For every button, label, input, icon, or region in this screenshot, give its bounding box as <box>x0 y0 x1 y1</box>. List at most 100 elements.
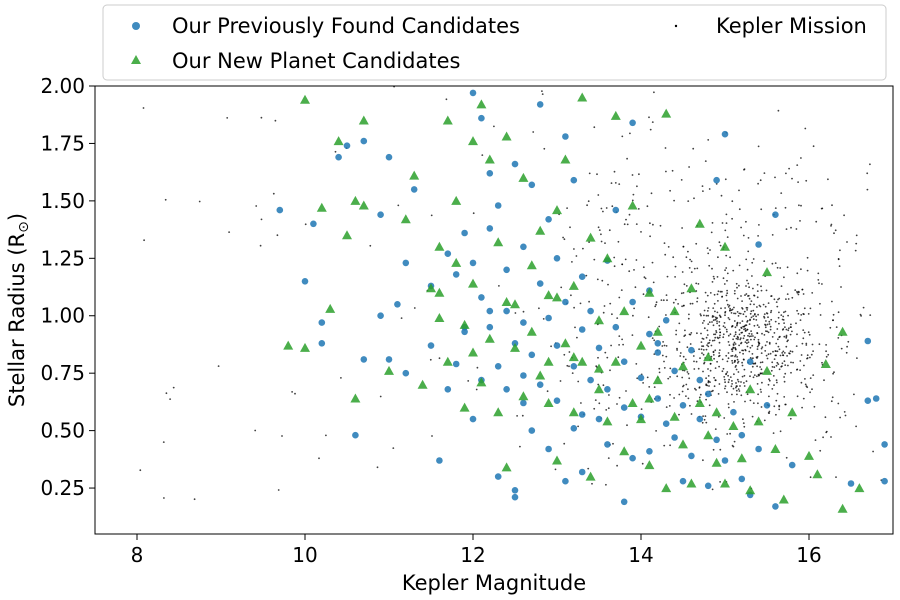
kepler-point <box>756 324 759 327</box>
kepler-point <box>718 241 721 244</box>
kepler-point <box>672 301 675 304</box>
new-candidate-point <box>518 172 529 182</box>
kepler-point <box>685 285 688 287</box>
kepler-point <box>742 325 744 328</box>
kepler-point <box>746 328 749 331</box>
kepler-point <box>743 425 746 428</box>
kepler-point <box>716 276 719 278</box>
kepler-point <box>702 190 704 193</box>
kepler-point <box>796 395 799 398</box>
kepler-point <box>667 377 670 380</box>
kepler-point <box>688 267 691 269</box>
kepler-point <box>653 91 655 94</box>
kepler-point <box>742 337 745 340</box>
kepler-point <box>776 328 779 330</box>
kepler-point <box>598 229 601 232</box>
kepler-point <box>663 344 666 347</box>
kepler-point <box>736 286 738 289</box>
kepler-point <box>839 249 841 252</box>
kepler-point <box>675 329 678 332</box>
kepler-point <box>757 402 759 405</box>
kepler-point <box>771 361 774 364</box>
kepler-point <box>733 361 736 363</box>
kepler-point <box>622 343 624 346</box>
kepler-point <box>726 236 729 239</box>
kepler-point <box>734 312 737 315</box>
kepler-point <box>806 357 808 360</box>
new-candidate-point <box>543 356 554 366</box>
kepler-point <box>810 353 813 356</box>
kepler-point <box>736 358 739 361</box>
kepler-point <box>756 332 758 334</box>
kepler-point <box>778 408 781 411</box>
kepler-point <box>613 256 616 259</box>
kepler-point <box>725 372 728 375</box>
new-candidate-point <box>417 379 428 389</box>
kepler-point <box>790 323 792 326</box>
kepler-point <box>712 307 715 309</box>
previous-candidate-point <box>679 477 687 485</box>
kepler-point <box>821 283 823 285</box>
kepler-point <box>732 338 734 341</box>
kepler-point <box>640 408 643 410</box>
previous-candidate-point <box>452 271 460 278</box>
kepler-point <box>773 366 776 369</box>
kepler-point <box>713 293 716 296</box>
kepler-point <box>753 294 755 297</box>
kepler-point <box>768 410 771 413</box>
kepler-point <box>498 285 500 287</box>
kepler-point <box>753 303 755 306</box>
kepler-point <box>785 328 788 331</box>
new-candidate-point <box>468 136 478 146</box>
kepler-point <box>800 314 803 316</box>
kepler-point <box>587 200 590 203</box>
kepler-point <box>649 222 651 225</box>
kepler-point <box>574 326 576 329</box>
kepler-point <box>699 393 702 396</box>
kepler-point <box>162 441 165 443</box>
previous-candidate-point <box>671 434 678 441</box>
kepler-point <box>775 301 778 303</box>
kepler-point <box>737 338 739 341</box>
kepler-point <box>217 365 220 367</box>
kepler-point <box>597 226 600 229</box>
kepler-point <box>811 388 813 391</box>
kepler-point <box>785 337 788 339</box>
kepler-point <box>705 377 707 380</box>
kepler-point <box>809 476 812 479</box>
kepler-point <box>674 298 677 301</box>
kepler-point <box>648 116 650 119</box>
kepler-point <box>789 333 792 336</box>
kepler-point <box>659 224 662 227</box>
kepler-point <box>693 368 696 370</box>
kepler-point <box>756 345 759 348</box>
new-candidate-point <box>400 214 411 224</box>
kepler-point <box>617 356 620 359</box>
kepler-point <box>700 348 703 351</box>
kepler-point <box>683 283 686 286</box>
kepler-point <box>703 327 706 330</box>
kepler-point <box>807 313 810 315</box>
kepler-point <box>693 267 696 270</box>
kepler-point <box>855 242 858 245</box>
previous-candidate-point <box>503 386 510 393</box>
kepler-point <box>730 385 733 388</box>
kepler-point <box>721 222 724 224</box>
kepler-point <box>726 391 728 394</box>
kepler-point <box>648 386 651 388</box>
kepler-point <box>757 338 760 341</box>
new-candidate-point <box>762 267 772 277</box>
kepler-point <box>707 368 709 370</box>
kepler-point <box>746 268 749 271</box>
new-candidate-point <box>678 439 688 449</box>
kepler-point <box>748 297 751 300</box>
new-candidate-point <box>661 108 672 118</box>
kepler-point <box>633 269 635 271</box>
kepler-point <box>745 329 747 332</box>
new-candidate-point <box>812 469 823 479</box>
kepler-point <box>741 364 744 367</box>
kepler-point <box>764 326 767 329</box>
kepler-point <box>763 317 766 319</box>
new-candidate-point <box>720 241 730 251</box>
kepler-point <box>642 382 644 384</box>
